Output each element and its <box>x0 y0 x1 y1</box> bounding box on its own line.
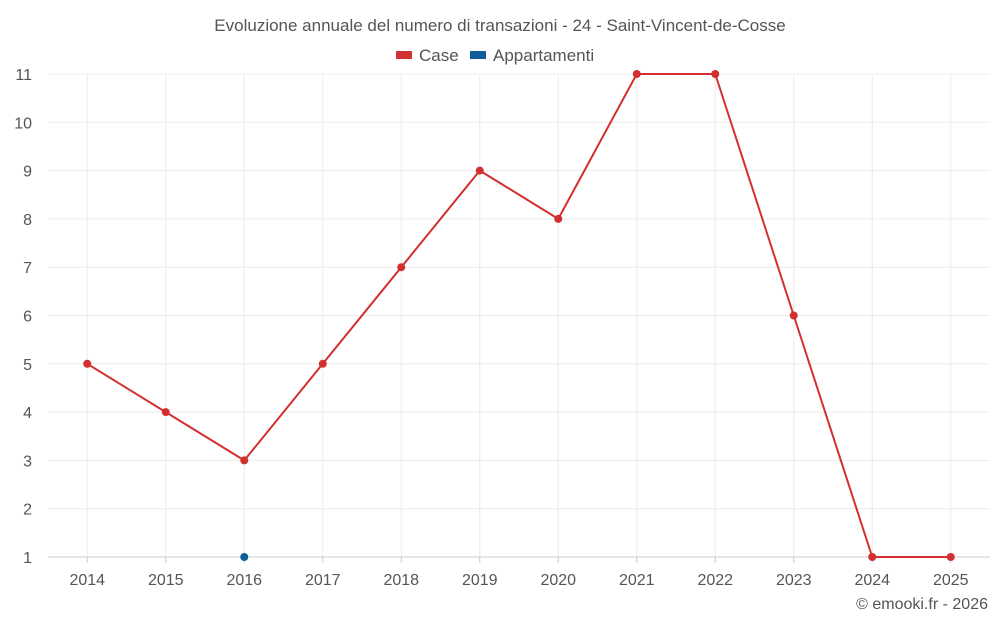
legend-swatch-case[interactable] <box>396 51 412 59</box>
series-layer <box>83 70 955 561</box>
x-tick-label: 2024 <box>854 572 890 589</box>
x-tick-label: 2020 <box>540 572 576 589</box>
data-point-case-2014[interactable] <box>83 359 92 368</box>
x-tick-label: 2014 <box>69 572 105 589</box>
credit-text: © emooki.fr - 2026 <box>856 596 988 613</box>
y-tick-label: 11 <box>15 67 32 84</box>
y-tick-label: 3 <box>23 453 32 470</box>
legend-label-appartamenti[interactable]: Appartamenti <box>493 46 594 65</box>
x-tick-label: 2015 <box>148 572 184 589</box>
x-tick-label: 2021 <box>619 572 655 589</box>
data-point-case-2019[interactable] <box>475 166 484 175</box>
grid <box>48 73 990 558</box>
y-tick-label: 2 <box>23 502 32 519</box>
data-point-case-2016[interactable] <box>240 456 249 465</box>
y-tick-label: 5 <box>23 357 32 374</box>
y-tick-label: 10 <box>14 115 32 132</box>
y-tick-label: 8 <box>23 212 32 229</box>
x-tick-label: 2018 <box>383 572 419 589</box>
legend-label-case[interactable]: Case <box>419 46 459 65</box>
y-tick-label: 4 <box>23 405 32 422</box>
y-tick-label: 1 <box>23 550 32 567</box>
data-point-case-2021[interactable] <box>632 70 641 78</box>
x-tick-label: 2019 <box>462 572 498 589</box>
data-point-case-2024[interactable] <box>868 553 877 561</box>
y-tick-label: 6 <box>23 309 32 326</box>
data-point-case-2020[interactable] <box>554 214 563 223</box>
data-point-case-2025[interactable] <box>946 553 955 561</box>
chart-title: Evoluzione annuale del numero di transaz… <box>214 16 785 35</box>
series-appartamenti <box>240 553 249 561</box>
series-case <box>83 70 955 561</box>
data-point-case-2022[interactable] <box>711 70 720 78</box>
legend: Case Appartamenti <box>396 46 594 65</box>
data-point-case-2023[interactable] <box>789 311 798 320</box>
x-tick-label: 2017 <box>305 572 341 589</box>
axes: 1 2 3 4 5 6 7 8 9 10 11 2014 2015 2016 2017 2018 2019 202… <box>14 67 990 589</box>
y-tick-label: 7 <box>23 260 32 277</box>
data-point-case-2017[interactable] <box>318 359 327 368</box>
x-tick-label: 2025 <box>933 572 969 589</box>
data-point-case-2018[interactable] <box>397 263 406 272</box>
x-tick-label: 2022 <box>697 572 733 589</box>
x-tick-label: 2016 <box>226 572 262 589</box>
x-tick-label: 2023 <box>776 572 812 589</box>
y-tick-label: 9 <box>23 164 32 181</box>
data-point-case-2015[interactable] <box>161 408 170 417</box>
series-line-case <box>86 73 951 558</box>
data-point-appartamenti-2016[interactable] <box>240 553 249 561</box>
legend-swatch-appartamenti[interactable] <box>470 51 486 59</box>
